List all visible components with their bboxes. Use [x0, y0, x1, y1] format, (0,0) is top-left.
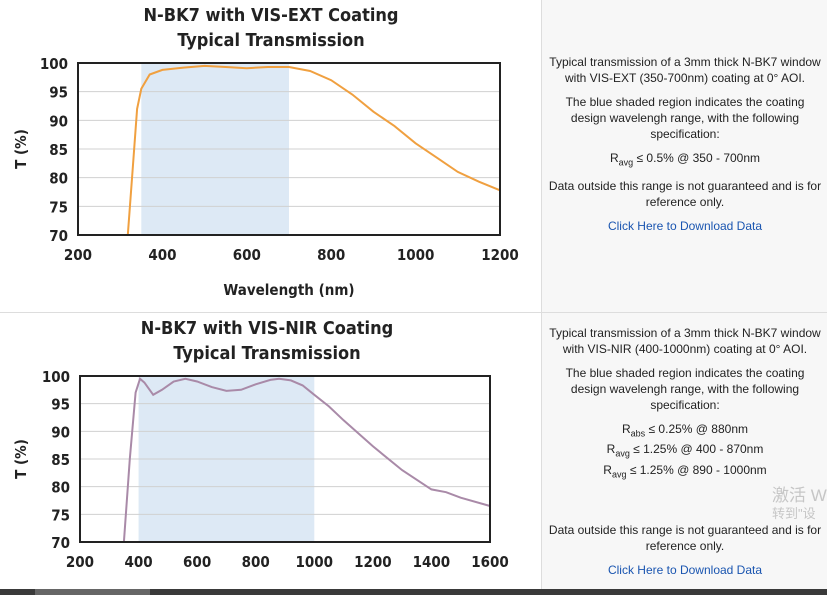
spec-line: Rabs ≤ 0.25% @ 880nm: [621, 422, 749, 439]
description-panel-2: Typical transmission of a 3mm thick N-BK…: [541, 313, 827, 589]
y-tick-label: 70: [51, 534, 70, 552]
y-axis-label: T (%): [12, 129, 30, 169]
x-tick-label: 600: [183, 553, 211, 571]
spec-line: Ravg ≤ 1.25% @ 890 - 1000nm: [603, 462, 767, 480]
plot-frame: [79, 375, 491, 543]
y-tick-label: 85: [49, 141, 68, 159]
plot-frame: [77, 62, 501, 236]
description-text: Typical transmission of a 3mm thick N-BK…: [549, 326, 821, 356]
x-tick-label: 1000: [397, 246, 435, 264]
download-data-link[interactable]: Click Here to Download Data: [607, 563, 763, 578]
y-tick-label: 90: [51, 423, 70, 441]
y-tick-label: 100: [40, 55, 68, 73]
x-tick-label: 400: [124, 553, 152, 571]
y-tick-label: 75: [49, 198, 68, 216]
chart-subtitle: Typical Transmission: [177, 30, 364, 51]
y-tick-label: 90: [49, 112, 68, 130]
y-tick-label: 80: [51, 479, 70, 497]
y-tick-label: 75: [51, 506, 70, 524]
chart-vis-ext: N-BK7 with VIS-EXT Coating Typical Transm…: [12, 5, 519, 299]
x-tick-label: 1400: [413, 553, 451, 571]
y-tick-label: 95: [49, 84, 68, 102]
x-tick-label: 400: [148, 246, 176, 264]
description-text: Typical transmission of a 3mm thick N-BK…: [549, 55, 821, 85]
x-tick-label: 1600: [471, 553, 509, 571]
x-tick-label: 800: [242, 553, 270, 571]
y-tick-label: 80: [49, 170, 68, 188]
x-tick-label: 1200: [481, 246, 519, 264]
description-panel-1: Typical transmission of a 3mm thick N-BK…: [541, 0, 827, 312]
spec-line: Ravg ≤ 1.25% @ 400 - 870nm: [606, 442, 764, 459]
x-tick-label: 200: [66, 553, 94, 571]
transmission-curve: [122, 377, 491, 543]
x-tick-label: 200: [64, 246, 92, 264]
x-tick-label: 600: [233, 246, 261, 264]
y-tick-label: 100: [42, 368, 70, 386]
disclaimer-text: Data outside this range is not guarantee…: [548, 523, 822, 554]
horizontal-scrollbar[interactable]: [0, 589, 827, 595]
y-tick-label: 70: [49, 227, 68, 245]
activation-watermark: 激活 W: [772, 486, 827, 505]
description-text: The blue shaded region indicates the coa…: [565, 366, 805, 412]
x-tick-label: 1000: [296, 553, 334, 571]
scrollbar-thumb[interactable]: [35, 589, 150, 595]
activation-watermark: 转到"设: [772, 506, 816, 521]
transmission-curve: [126, 64, 501, 236]
chart-vis-nir: N-BK7 with VIS-NIR Coating Typical Transm…: [12, 318, 509, 595]
x-tick-label: 1200: [354, 553, 392, 571]
spec-line: Ravg ≤ 0.5% @ 350 - 700nm: [609, 151, 761, 168]
x-axis-label: Wavelength (nm): [223, 281, 354, 299]
y-axis-label: T (%): [12, 439, 30, 479]
description-text: The blue shaded region indicates the coa…: [565, 95, 805, 141]
chart-row-1: N-BK7 with VIS-EXT Coating Typical Transm…: [0, 0, 827, 313]
disclaimer-text: Data outside this range is not guarantee…: [548, 179, 822, 210]
chart-title: N-BK7 with VIS-NIR Coating: [141, 318, 393, 339]
chart-title: N-BK7 with VIS-EXT Coating: [143, 5, 398, 26]
y-tick-label: 95: [51, 396, 70, 414]
download-data-link[interactable]: Click Here to Download Data: [607, 219, 763, 234]
chart-subtitle: Typical Transmission: [173, 343, 360, 364]
y-tick-label: 85: [51, 451, 70, 469]
x-tick-label: 800: [317, 246, 345, 264]
chart-row-2: N-BK7 with VIS-NIR Coating Typical Transm…: [0, 313, 827, 595]
